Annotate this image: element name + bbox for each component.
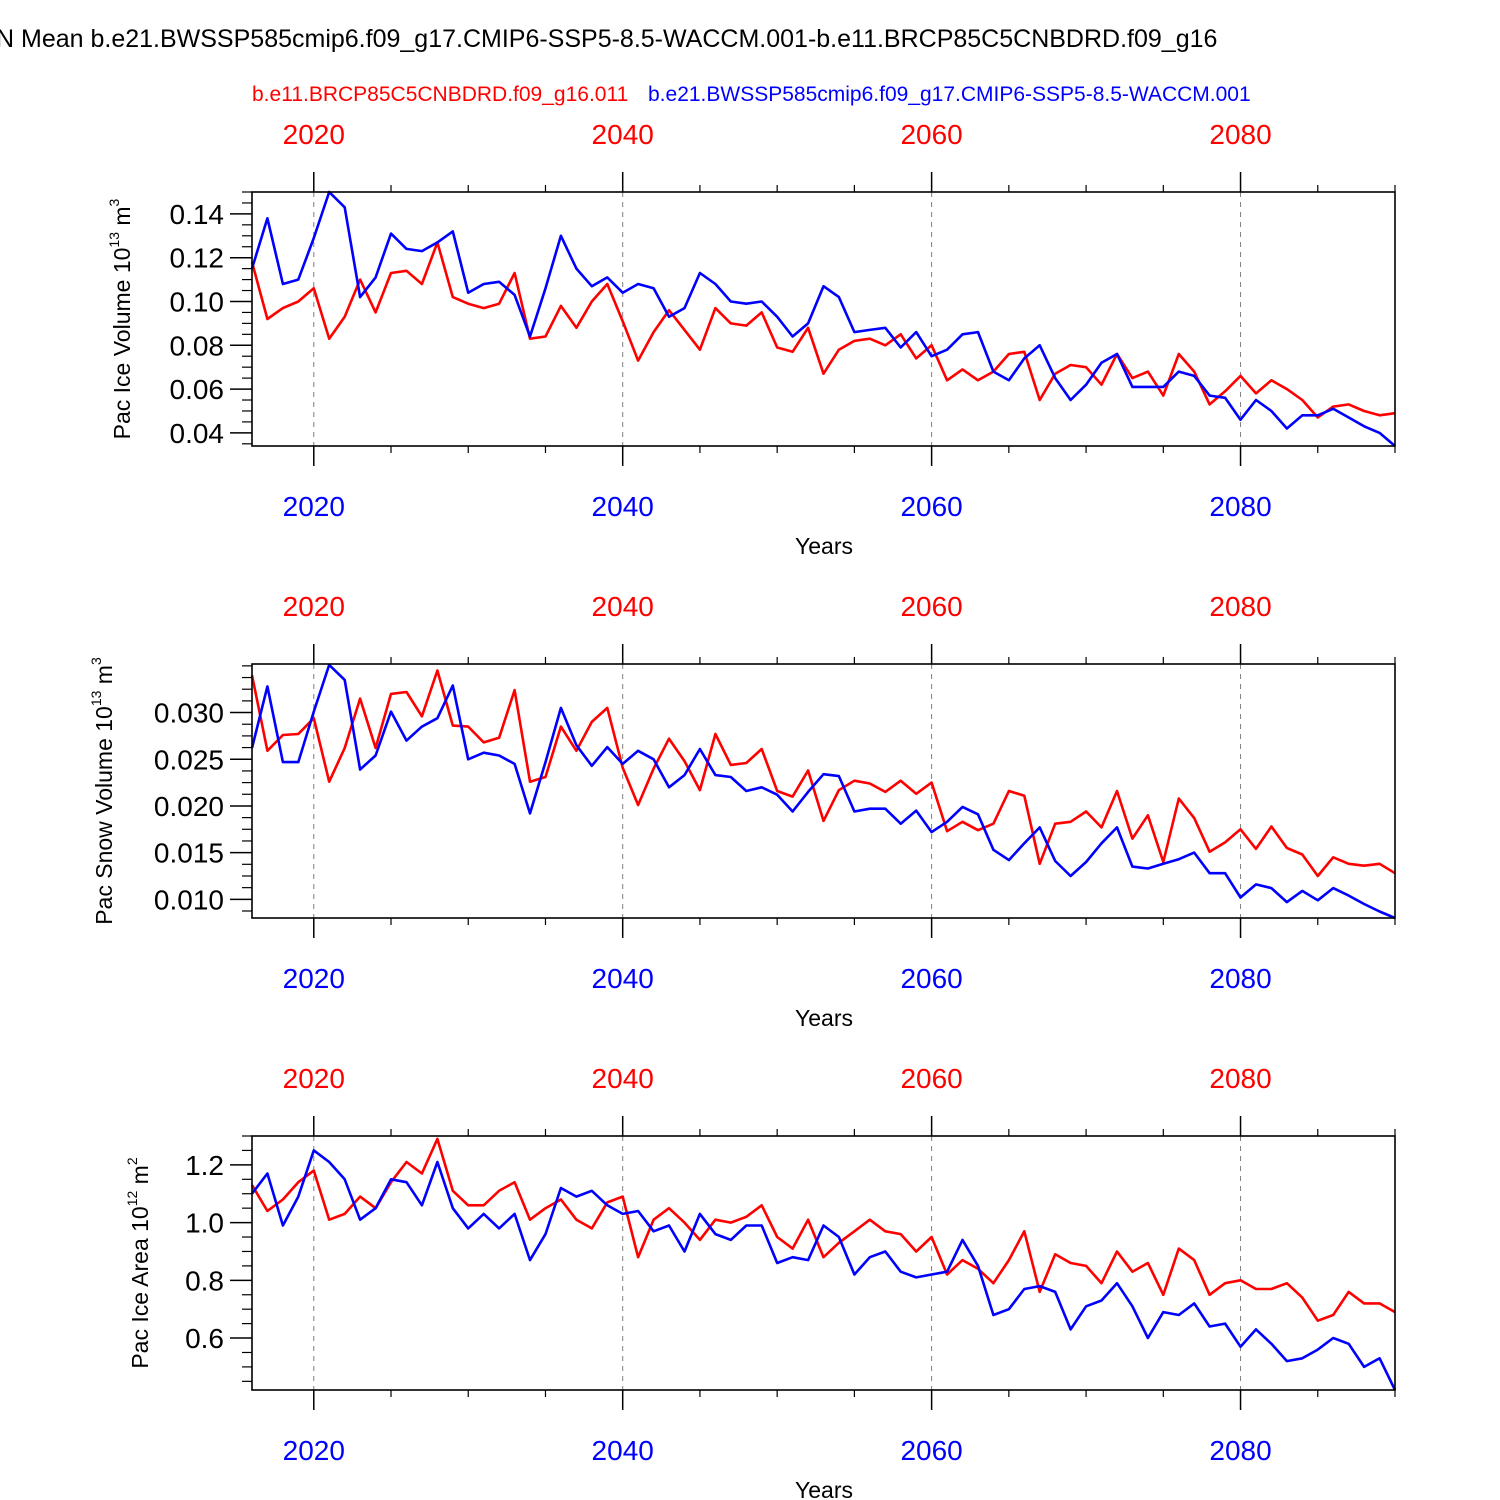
bottom-x-tick-label: 2040 — [592, 1435, 654, 1466]
y-tick-label: 0.010 — [154, 884, 224, 915]
series-line-blue — [250, 190, 1396, 447]
y-tick-label: 1.0 — [185, 1208, 224, 1239]
top-x-tick-label: 2060 — [900, 119, 962, 150]
y-axis-label: Pac Snow Volume 1013 m3 — [88, 657, 117, 925]
bottom-x-tick-label: 2080 — [1209, 491, 1271, 522]
series-line-red — [250, 669, 1396, 878]
plot-frame — [251, 663, 1396, 919]
bottom-x-tick-label: 2060 — [900, 1435, 962, 1466]
chart-panels: 2020 2040 2060 2080 2020 2040 2060 2080 Years 0.0… — [88, 119, 1397, 1500]
chart-panel-1: 2020 2040 2060 2080 2020 2040 2060 2080 Years 0.0… — [106, 119, 1396, 559]
x-axis-label: Years — [795, 533, 853, 559]
x-axis-label: Years — [795, 1005, 853, 1031]
bottom-x-tick-label: 2080 — [1209, 963, 1271, 994]
bottom-x-tick-label: 2020 — [283, 491, 345, 522]
y-axis-label: Pac Ice Volume 1013 m3 — [106, 198, 135, 439]
figure-title: N Mean b.e21.BWSSP585cmip6.f09_g17.CMIP6… — [0, 25, 1217, 53]
bottom-x-tick-label: 2020 — [283, 1435, 345, 1466]
chart-panel-3: 2020 2040 2060 2080 2020 2040 2060 2080 Years 0.6… — [124, 1063, 1397, 1500]
top-x-tick-label: 2020 — [283, 591, 345, 622]
y-tick-label: 0.030 — [154, 698, 224, 729]
y-axis-label: Pac Ice Area 1012 m2 — [124, 1157, 153, 1369]
top-x-tick-label: 2020 — [283, 1063, 345, 1094]
x-axis-label: Years — [795, 1477, 853, 1500]
top-x-tick-label: 2020 — [283, 119, 345, 150]
series-line-blue — [250, 1149, 1397, 1391]
bottom-x-tick-label: 2060 — [900, 491, 962, 522]
y-tick-label: 0.08 — [170, 330, 225, 361]
top-x-tick-label: 2080 — [1209, 119, 1271, 150]
top-x-tick-label: 2040 — [592, 591, 654, 622]
y-tick-label: 0.04 — [170, 418, 225, 449]
top-x-tick-label: 2060 — [900, 1063, 962, 1094]
series-line-red — [250, 1137, 1396, 1322]
y-tick-label: 0.025 — [154, 744, 224, 775]
y-tick-label: 0.6 — [185, 1323, 224, 1354]
series-line-red — [250, 241, 1396, 419]
y-tick-label: 0.015 — [154, 838, 224, 869]
plot-frame — [251, 1135, 1396, 1391]
y-tick-label: 0.14 — [170, 199, 225, 230]
chart-panel-2: 2020 2040 2060 2080 2020 2040 2060 2080 Years 0.0… — [88, 591, 1396, 1031]
top-x-tick-label: 2040 — [592, 1063, 654, 1094]
legend-blue-label: b.e21.BWSSP585cmip6.f09_g17.CMIP6-SSP5-8… — [648, 83, 1251, 106]
plot-frame — [251, 191, 1396, 447]
bottom-x-tick-label: 2040 — [592, 963, 654, 994]
y-tick-label: 0.8 — [185, 1265, 224, 1296]
top-x-tick-label: 2080 — [1209, 591, 1271, 622]
series-line-blue — [250, 663, 1396, 920]
y-tick-label: 1.2 — [185, 1150, 224, 1181]
y-tick-label: 0.06 — [170, 374, 225, 405]
top-x-tick-label: 2080 — [1209, 1063, 1271, 1094]
bottom-x-tick-label: 2020 — [283, 963, 345, 994]
bottom-x-tick-label: 2080 — [1209, 1435, 1271, 1466]
y-tick-label: 0.020 — [154, 791, 224, 822]
top-x-tick-label: 2040 — [592, 119, 654, 150]
top-x-tick-label: 2060 — [900, 591, 962, 622]
y-tick-label: 0.12 — [170, 243, 225, 274]
legend-red-label: b.e11.BRCP85C5CNBDRD.f09_g16.011 — [252, 83, 628, 106]
y-tick-label: 0.10 — [170, 286, 225, 317]
bottom-x-tick-label: 2060 — [900, 963, 962, 994]
bottom-x-tick-label: 2040 — [592, 491, 654, 522]
